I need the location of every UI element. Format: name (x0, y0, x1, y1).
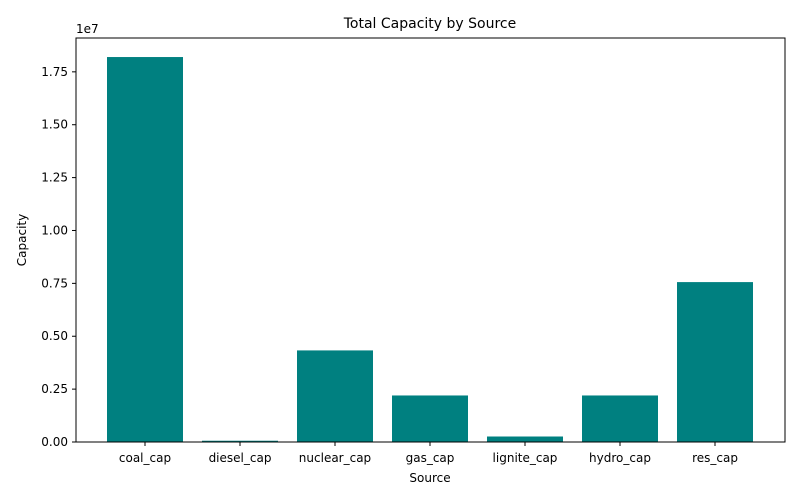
x-tick-label: gas_cap (406, 451, 455, 465)
y-axis-ticks: 0.00 0.25 0.50 0.75 1.00 1.25 1.50 1.75 (41, 65, 76, 449)
bar-hydro_cap (582, 395, 658, 442)
bar-diesel_cap (202, 440, 278, 442)
bar-coal_cap (107, 57, 183, 442)
x-tick-label: coal_cap (119, 451, 171, 465)
y-tick-label: 1.00 (41, 223, 68, 237)
y-tick-label: 1.75 (41, 65, 68, 79)
y-tick-label: 0.25 (41, 382, 68, 396)
x-tick-label: lignite_cap (493, 451, 558, 465)
x-tick-label: hydro_cap (589, 451, 651, 465)
x-tick-label: nuclear_cap (299, 451, 371, 465)
y-tick-label: 0.00 (41, 435, 68, 449)
x-tick-label: res_cap (692, 451, 738, 465)
y-tick-label: 1.25 (41, 171, 68, 185)
bars-group (107, 57, 753, 442)
bar-nuclear_cap (297, 350, 373, 442)
bar-gas_cap (392, 395, 468, 442)
y-tick-label: 0.75 (41, 276, 68, 290)
y-tick-label: 0.50 (41, 329, 68, 343)
y-tick-label: 1.50 (41, 118, 68, 132)
x-axis-ticks: coal_cap diesel_cap nuclear_cap gas_cap lign… (119, 442, 738, 465)
y-axis-label: Capacity (15, 214, 29, 266)
x-axis-label: Source (409, 471, 450, 485)
chart-title: Total Capacity by Source (343, 16, 516, 32)
y-axis-scale-label: 1e7 (76, 22, 99, 36)
bar-lignite_cap (487, 436, 563, 442)
bar-res_cap (677, 282, 753, 442)
plot-frame (75, 37, 786, 443)
x-tick-label: diesel_cap (209, 451, 272, 465)
